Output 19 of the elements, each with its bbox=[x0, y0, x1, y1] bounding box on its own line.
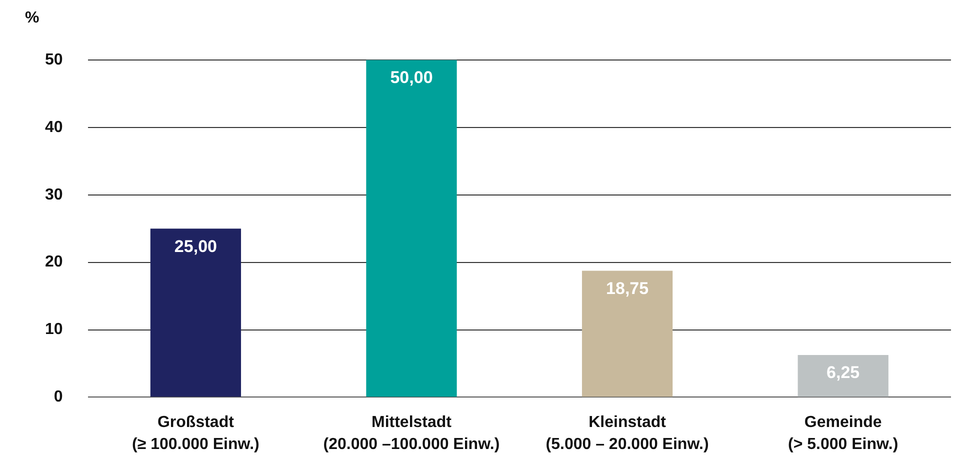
x-tick-label: Mittelstadt (20.000 –100.000 Einw.) bbox=[323, 414, 500, 454]
y-axis-title: % bbox=[25, 9, 40, 26]
y-tick-label: 40 bbox=[45, 118, 63, 136]
bar bbox=[582, 270, 673, 397]
data-label: 6,25 bbox=[826, 363, 860, 382]
bar bbox=[150, 228, 242, 397]
x-tick-label: Kleinstadt (5.000 – 20.000 Einw.) bbox=[546, 414, 709, 454]
y-tick-label: 50 bbox=[45, 51, 63, 68]
y-tick-label: 20 bbox=[45, 254, 63, 271]
y-tick-label: 0 bbox=[54, 388, 63, 406]
bar bbox=[366, 60, 457, 397]
data-label: 25,00 bbox=[174, 236, 217, 256]
x-tick-label: Großstadt (≥ 100.000 Einw.) bbox=[132, 414, 260, 454]
data-label: 50,00 bbox=[390, 68, 433, 88]
y-tick-label: 10 bbox=[45, 321, 63, 338]
y-tick-label: 30 bbox=[45, 186, 63, 204]
x-tick-label: Gemeinde (> 5.000 Einw.) bbox=[788, 414, 898, 454]
bar bbox=[798, 355, 888, 397]
data-label: 18,75 bbox=[606, 278, 649, 298]
